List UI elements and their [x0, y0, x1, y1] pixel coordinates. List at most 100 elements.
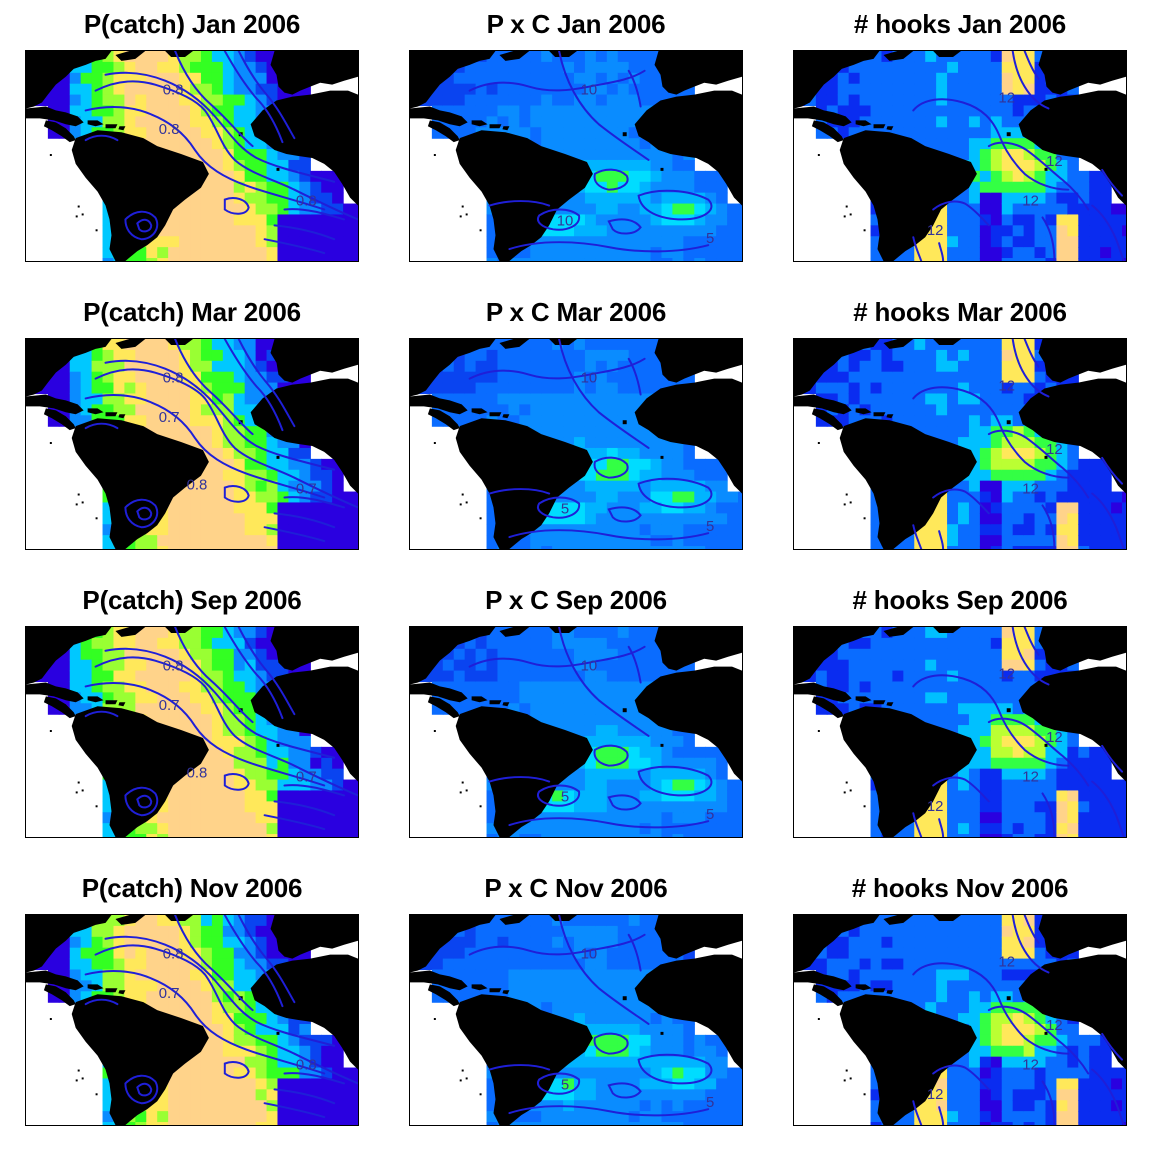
map-svg: 0.8 0.7 0.7 0.8	[26, 339, 358, 549]
contour-line	[283, 784, 346, 797]
contour-line	[912, 236, 923, 261]
contour-label: 0.8	[187, 766, 208, 782]
contour-line	[932, 488, 990, 515]
contour-label: 10	[581, 659, 598, 675]
contour-line	[84, 134, 119, 142]
contour-line	[987, 141, 1090, 211]
contour-line	[607, 794, 642, 811]
contour-line	[263, 1102, 326, 1119]
contour-line	[637, 765, 713, 797]
land-mass	[26, 51, 358, 261]
contour-line	[1101, 744, 1124, 773]
contour-label: 10	[581, 947, 598, 963]
contour-line	[912, 1100, 923, 1125]
contour-line	[283, 208, 346, 221]
contour-label: 0.7	[159, 986, 180, 1002]
map-panel-hooks-jan: # hooks Jan 2006 12 12 12 12	[768, 0, 1152, 288]
contour-line	[537, 784, 581, 807]
contour-label: 12	[1046, 442, 1063, 458]
contour-label: 0.7	[159, 698, 180, 714]
contour-line	[607, 506, 642, 523]
contour-line	[1041, 504, 1056, 549]
contour-line	[607, 218, 642, 235]
contour-line	[124, 210, 159, 241]
contour-line	[84, 394, 326, 499]
contour-label: 0.8	[296, 1058, 317, 1074]
panel-title: P(catch) Nov 2006	[81, 873, 303, 903]
map-svg: 0.8 0.8 0.8	[26, 51, 358, 261]
contour-line	[1101, 456, 1124, 485]
panel-title: P(catch) Jan 2006	[83, 9, 301, 39]
contour-label: 0.7	[296, 770, 317, 786]
contour-line	[488, 776, 551, 783]
contour-line	[104, 647, 336, 759]
contour-line	[1091, 1068, 1126, 1125]
contour-label: 12	[927, 1087, 944, 1103]
contour-line	[508, 817, 710, 829]
contour-line	[1011, 627, 1050, 686]
contour-line	[468, 69, 646, 92]
contour-line	[912, 674, 1070, 767]
map-svg: 12 12 12	[794, 339, 1126, 549]
land-mass	[794, 339, 1126, 549]
contour-line	[174, 51, 254, 148]
contour-line	[237, 627, 296, 716]
map-panel-pxc-mar: P x C Mar 2006 10 5 5	[384, 288, 768, 576]
contour-line	[1101, 1032, 1124, 1061]
contour-line	[263, 526, 326, 543]
contour-label: 12	[1022, 770, 1039, 786]
contour-line	[537, 208, 581, 231]
contour-line	[223, 773, 250, 791]
contour-label: 12	[998, 954, 1015, 970]
map-svg: 0.8 0.7 0.8	[26, 915, 358, 1125]
map-frame: 12 12 12 12	[793, 626, 1127, 838]
contour-line	[558, 339, 650, 449]
map-frame: 10 5 5	[409, 626, 743, 838]
contour-line	[94, 368, 358, 509]
contour-line	[174, 339, 254, 436]
map-panel-pxc-nov: P x C Nov 2006 10 5 5	[384, 864, 768, 1152]
contour-line	[94, 944, 358, 1085]
map-svg: 0.8 0.7 0.7 0.8	[26, 627, 358, 837]
contour-label: 12	[1046, 154, 1063, 170]
panel-title: P(catch) Mar 2006	[83, 297, 301, 327]
contour-line	[94, 80, 358, 221]
contour-line	[912, 98, 1070, 191]
contour-lines	[468, 627, 713, 829]
panel-title: P x C Sep 2006	[485, 585, 667, 615]
panel-title: # hooks Nov 2006	[851, 873, 1069, 903]
contour-line	[273, 800, 336, 817]
contour-label: 12	[998, 378, 1015, 394]
contour-line	[104, 359, 336, 471]
contour-line	[938, 242, 945, 261]
contour-lines	[468, 51, 713, 253]
contour-line	[912, 386, 1070, 479]
contour-label: 12	[1046, 1018, 1063, 1034]
contour-label: 5	[706, 519, 714, 535]
contour-line	[237, 51, 296, 140]
contour-lines	[912, 627, 1126, 837]
contour-line	[223, 339, 284, 432]
map-svg: 12 12 12 12	[794, 915, 1126, 1125]
map-panel-pxc-sep: P x C Sep 2006 10 5 5	[384, 576, 768, 864]
contour-line	[1011, 339, 1050, 398]
contour-line	[637, 1053, 713, 1085]
contour-line	[1041, 216, 1056, 261]
land-mass	[794, 51, 1126, 261]
contour-label: 0.8	[163, 83, 184, 99]
map-frame: 10 10 5	[409, 50, 743, 262]
contour-line	[104, 71, 336, 183]
contour-label: 12	[1022, 482, 1039, 498]
contour-line	[223, 197, 250, 215]
contour-line	[124, 498, 159, 529]
panel-title: P x C Mar 2006	[485, 297, 667, 327]
contour-line	[273, 1088, 336, 1105]
contour-label: 12	[998, 90, 1015, 106]
contour-line	[468, 645, 646, 668]
contour-label: 0.8	[163, 371, 184, 387]
contour-line	[1023, 915, 1040, 944]
contour-line	[987, 717, 1090, 787]
map-svg: 10 10 5	[410, 51, 742, 261]
contour-label: 12	[927, 223, 944, 239]
map-svg: 12 12 12 12	[794, 51, 1126, 261]
